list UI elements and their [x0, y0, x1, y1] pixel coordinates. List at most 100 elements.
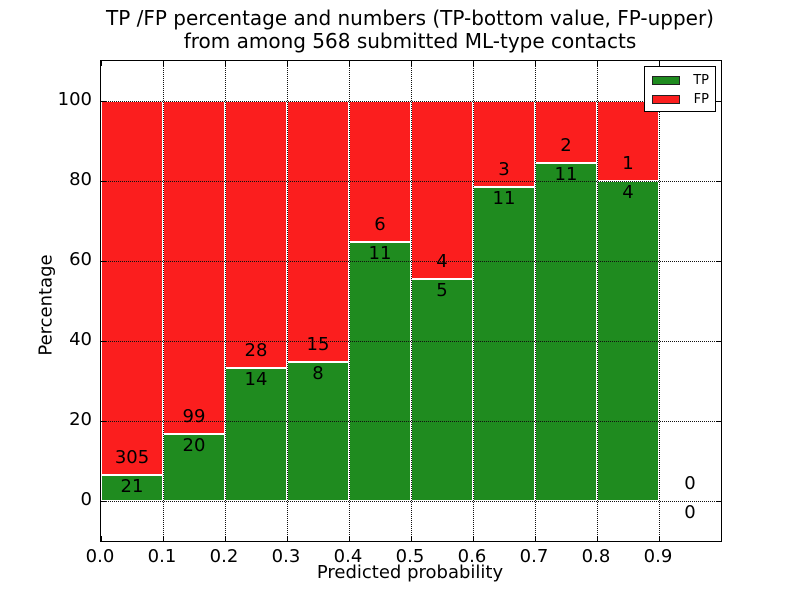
y-tick — [716, 501, 721, 503]
plot-area: 305 21 99 20 28 14 15 8 6 11 4 5 3 11 2 11 1 4 0 0 — [100, 60, 722, 542]
y-tick — [716, 341, 721, 343]
y-tick — [101, 181, 106, 183]
bar-segment-tp — [163, 433, 225, 501]
x-tick-label: 0.5 — [395, 546, 425, 567]
bar-segment-tp — [473, 186, 535, 501]
gridline-horizontal — [101, 101, 721, 102]
y-tick — [101, 421, 106, 423]
y-tick-label: 80 — [69, 169, 92, 190]
y-tick — [716, 261, 721, 263]
bar-count-label-fp: 28 — [244, 339, 268, 361]
bar-segment-tp — [287, 361, 349, 501]
chart-title: TP /FP percentage and numbers (TP-bottom… — [100, 7, 720, 53]
gridline-horizontal — [101, 421, 721, 422]
x-tick — [101, 61, 103, 66]
y-tick — [716, 181, 721, 183]
legend-item-tp: TP — [652, 71, 709, 90]
y-tick — [101, 501, 106, 503]
gridline-horizontal — [101, 181, 721, 182]
gridline-vertical — [411, 61, 412, 541]
x-tick — [287, 61, 289, 66]
x-axis-label: Predicted probability — [316, 562, 504, 583]
bar-segment-tp — [535, 162, 597, 501]
chart-title-line2: from among 568 submitted ML-type contact… — [183, 29, 637, 53]
bar-segment-fp — [411, 101, 473, 279]
y-tick-label: 20 — [69, 409, 92, 430]
legend-label-tp: TP — [693, 73, 709, 88]
gridline-horizontal — [101, 341, 721, 342]
bar-count-label-tp: 11 — [492, 187, 516, 209]
bar-count-label-fp: 1 — [622, 153, 634, 174]
x-tick — [163, 61, 165, 66]
x-tick — [659, 536, 661, 541]
y-tick — [101, 341, 106, 343]
x-tick — [225, 536, 227, 541]
bar-count-label-fp: 305 — [114, 447, 150, 469]
legend: TP FP — [644, 66, 716, 112]
bar-count-label-tp: 11 — [368, 243, 392, 265]
x-tick — [597, 536, 599, 541]
x-tick — [349, 536, 351, 541]
bar-segment-fp — [287, 101, 349, 362]
bar-segment-tp — [411, 278, 473, 501]
bar-segment-fp — [101, 101, 163, 476]
bar-count-label-fp: 15 — [306, 333, 330, 355]
x-tick — [411, 61, 413, 66]
x-tick-label: 0.9 — [643, 546, 673, 567]
legend-item-fp: FP — [652, 90, 709, 109]
x-tick — [535, 536, 537, 541]
gridline-vertical — [349, 61, 350, 541]
x-tick-label: 0.2 — [209, 546, 239, 567]
x-tick-label: 0.3 — [271, 546, 301, 567]
x-tick — [473, 61, 475, 66]
x-tick-label: 0.7 — [519, 546, 549, 567]
x-tick-label: 0.4 — [333, 546, 363, 567]
bar-count-label-tp: 8 — [312, 362, 324, 384]
y-tick-label: 100 — [57, 89, 92, 110]
x-tick — [597, 61, 599, 66]
x-tick — [659, 61, 661, 66]
bar-count-label-fp: 3 — [498, 158, 510, 180]
bar-count-label-tp: 4 — [622, 182, 634, 203]
gridline-vertical — [225, 61, 226, 541]
x-tick-label: 0.1 — [147, 546, 177, 567]
bar-segment-tp — [101, 475, 163, 501]
bar-segment-fp — [597, 101, 659, 181]
bar-count-label-tp: 0 — [684, 502, 696, 523]
y-tick — [716, 101, 721, 103]
y-tick-label: 0 — [80, 489, 92, 510]
gridline-vertical — [473, 61, 474, 541]
x-tick — [473, 536, 475, 541]
gridline-vertical — [659, 61, 660, 541]
bar-count-label-fp: 0 — [684, 473, 696, 494]
gridline-horizontal — [101, 261, 721, 262]
x-tick-label: 0.0 — [85, 546, 115, 567]
x-tick — [225, 61, 227, 66]
y-tick-label: 40 — [69, 329, 92, 350]
bar-count-label-tp: 5 — [436, 279, 448, 301]
y-tick — [101, 261, 106, 263]
y-tick — [716, 421, 721, 423]
fp-swatch — [652, 95, 680, 104]
y-tick — [101, 101, 106, 103]
gridline-vertical — [535, 61, 536, 541]
x-tick — [163, 536, 165, 541]
x-tick — [411, 536, 413, 541]
x-tick — [101, 536, 103, 541]
y-tick-label: 60 — [69, 249, 92, 270]
bar-count-label-fp: 4 — [436, 250, 448, 272]
bar-count-label-tp: 20 — [182, 434, 206, 456]
bar-segment-fp — [225, 101, 287, 368]
bar-segment-tp — [349, 242, 411, 501]
x-tick — [287, 536, 289, 541]
x-tick — [349, 61, 351, 66]
bar-count-label-tp: 21 — [120, 476, 144, 498]
x-tick-label: 0.8 — [581, 546, 611, 567]
bar-segment-fp — [163, 101, 225, 434]
chart-title-line1: TP /FP percentage and numbers (TP-bottom… — [106, 6, 714, 30]
x-tick — [535, 61, 537, 66]
legend-label-fp: FP — [693, 92, 709, 107]
gridline-vertical — [287, 61, 288, 541]
gridline-vertical — [597, 61, 598, 541]
